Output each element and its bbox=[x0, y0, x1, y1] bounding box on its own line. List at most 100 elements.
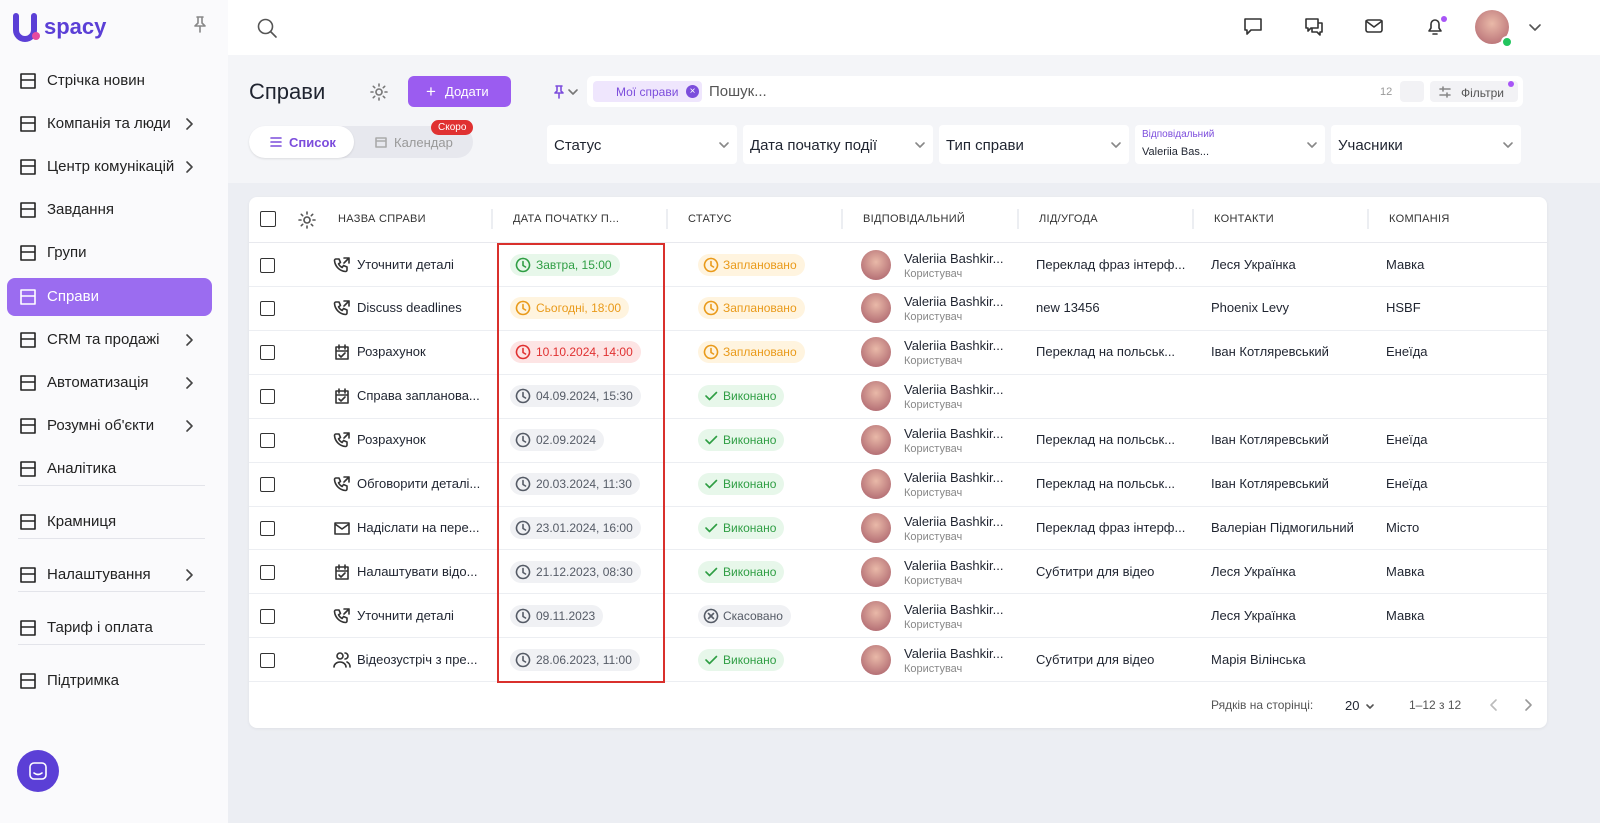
activity-name[interactable]: Налаштувати відо... bbox=[357, 563, 478, 579]
sidebar-item[interactable]: Стрічка новин bbox=[47, 72, 145, 89]
sidebar-item[interactable]: Завдання bbox=[47, 201, 114, 219]
responsible-name[interactable]: Valeriia Bashkir... bbox=[904, 601, 1004, 617]
responsible-name[interactable]: Valeriia Bashkir... bbox=[904, 645, 1004, 661]
responsible-name[interactable]: Valeriia Bashkir... bbox=[904, 470, 1004, 485]
sidebar-item[interactable]: Підтримка bbox=[47, 672, 120, 690]
deal[interactable]: Субтитри для відео bbox=[1036, 563, 1155, 579]
search-placeholder[interactable]: Пошук... bbox=[709, 83, 767, 100]
column-header[interactable]: КОМПАНІЯ bbox=[1389, 213, 1450, 225]
activity-name[interactable]: Розрахунок bbox=[357, 432, 426, 448]
filter-dropdown[interactable] bbox=[743, 125, 933, 164]
contact[interactable]: Phoenix Levy bbox=[1211, 300, 1290, 316]
company[interactable]: HSBF bbox=[1386, 300, 1421, 316]
column-header[interactable]: ДАТА ПОЧАТКУ П... bbox=[513, 213, 620, 225]
support-chat-button[interactable] bbox=[17, 750, 59, 792]
settings-icon[interactable] bbox=[370, 83, 388, 101]
tab-label[interactable]: Календар bbox=[394, 135, 453, 150]
next-page[interactable] bbox=[1520, 697, 1536, 713]
pin-icon[interactable] bbox=[192, 15, 208, 33]
company[interactable]: Мавка bbox=[1386, 256, 1425, 272]
header-checkbox[interactable] bbox=[260, 211, 276, 227]
company[interactable]: Мавка bbox=[1386, 563, 1425, 579]
sidebar-item[interactable]: Крамниця bbox=[47, 513, 117, 530]
company[interactable]: Енеїда bbox=[1386, 344, 1428, 360]
activity-name[interactable]: Відеозустріч з пре... bbox=[357, 651, 478, 667]
column-header[interactable]: КОНТАКТИ bbox=[1214, 213, 1274, 225]
tab-label[interactable]: Список bbox=[289, 135, 336, 150]
sidebar-item[interactable]: Аналітика bbox=[47, 459, 117, 477]
sidebar-item[interactable]: Автоматизація bbox=[47, 373, 149, 391]
contact[interactable]: Валеріан Підмогильний bbox=[1211, 519, 1354, 535]
rows-per-page-value[interactable]: 20 bbox=[1345, 698, 1360, 713]
sidebar-item[interactable]: Центр комунікацій bbox=[47, 158, 175, 176]
chat-icon[interactable] bbox=[1242, 15, 1264, 37]
activity-name[interactable]: Розрахунок bbox=[357, 344, 426, 360]
column-settings[interactable] bbox=[298, 211, 316, 229]
filter-dropdown[interactable] bbox=[1331, 125, 1521, 164]
sidebar-active[interactable] bbox=[7, 277, 212, 316]
row-checkbox[interactable] bbox=[260, 520, 275, 536]
profile-chevron[interactable] bbox=[1527, 20, 1543, 34]
activity-name[interactable]: Справа запланова... bbox=[357, 388, 480, 404]
responsible-name[interactable]: Valeriia Bashkir... bbox=[904, 557, 1004, 573]
column-header[interactable]: ВІДПОВІДАЛЬНИЙ bbox=[863, 213, 966, 225]
search-icon[interactable] bbox=[256, 17, 278, 39]
deal[interactable]: Переклад фраз інтерф... bbox=[1036, 519, 1186, 535]
column-header[interactable]: ЛІД/УГОДА bbox=[1039, 213, 1098, 225]
filter-dropdown[interactable] bbox=[1135, 125, 1325, 164]
company[interactable]: Мавка bbox=[1386, 607, 1425, 623]
search-chip-close[interactable]: × bbox=[686, 85, 699, 98]
sidebar-item[interactable]: Групи bbox=[47, 244, 87, 262]
row-checkbox[interactable] bbox=[260, 652, 275, 668]
responsible-name[interactable]: Valeriia Bashkir... bbox=[904, 513, 1004, 529]
responsible-name[interactable]: Valeriia Bashkir... bbox=[904, 294, 1004, 310]
deal[interactable]: Переклад на польськ... bbox=[1036, 476, 1176, 491]
filter-dropdown[interactable] bbox=[547, 125, 737, 164]
sidebar-item[interactable]: Справи bbox=[47, 287, 99, 305]
activity-name[interactable]: Надіслати на пере... bbox=[357, 519, 480, 535]
deal[interactable]: Субтитри для відео bbox=[1036, 651, 1155, 667]
add-button[interactable] bbox=[408, 76, 511, 107]
row-checkbox[interactable] bbox=[260, 564, 275, 580]
contact[interactable]: Іван Котляревський bbox=[1211, 432, 1329, 448]
deal[interactable]: Переклад на польськ... bbox=[1036, 344, 1176, 360]
sidebar-item[interactable]: Тариф і оплата bbox=[47, 619, 153, 637]
activity-name[interactable]: Уточнити деталі bbox=[357, 607, 454, 623]
responsible-name[interactable]: Valeriia Bashkir... bbox=[904, 250, 1004, 266]
row-checkbox[interactable] bbox=[260, 257, 275, 273]
sidebar-item[interactable]: Компанія та люди bbox=[47, 115, 171, 133]
responsible-name[interactable]: Valeriia Bashkir... bbox=[904, 426, 1004, 442]
bell-icon[interactable] bbox=[1424, 15, 1448, 37]
responsible-name[interactable]: Valeriia Bashkir... bbox=[904, 382, 1004, 398]
messages-icon[interactable] bbox=[1303, 15, 1325, 37]
company[interactable]: Енеїда bbox=[1386, 476, 1428, 491]
activity-name[interactable]: Обговорити деталі... bbox=[357, 476, 481, 491]
deal[interactable]: new 13456 bbox=[1036, 300, 1100, 316]
responsible-name[interactable]: Valeriia Bashkir... bbox=[904, 338, 1004, 354]
column-header[interactable]: НАЗВА СПРАВИ bbox=[338, 213, 426, 225]
filters-label[interactable]: Фільтри bbox=[1461, 86, 1504, 100]
pin-filter[interactable] bbox=[552, 84, 566, 100]
prev-page[interactable] bbox=[1486, 697, 1502, 713]
deal[interactable]: Переклад фраз інтерф... bbox=[1036, 256, 1186, 272]
sidebar-item[interactable]: Розумні об'єкти bbox=[47, 416, 155, 434]
contact[interactable]: Іван Котляревський bbox=[1211, 344, 1329, 360]
company[interactable]: Енеїда bbox=[1386, 432, 1428, 448]
contact[interactable]: Леся Українка bbox=[1211, 607, 1296, 623]
contact[interactable]: Леся Українка bbox=[1211, 256, 1296, 272]
contact[interactable]: Марія Вілінська bbox=[1211, 651, 1306, 667]
filters-button[interactable] bbox=[1430, 81, 1518, 102]
contact[interactable]: Іван Котляревський bbox=[1211, 476, 1329, 491]
activity-name[interactable]: Уточнити деталі bbox=[357, 256, 454, 272]
company[interactable]: Місто bbox=[1386, 519, 1420, 535]
contact[interactable]: Леся Українка bbox=[1211, 563, 1296, 579]
row-checkbox[interactable] bbox=[260, 345, 275, 361]
row-checkbox[interactable] bbox=[260, 301, 275, 317]
sidebar-item[interactable]: Налаштування bbox=[47, 566, 151, 584]
column-header[interactable]: СТАТУС bbox=[688, 213, 732, 225]
sidebar-item[interactable]: CRM та продажі bbox=[47, 330, 160, 348]
mail-icon[interactable] bbox=[1363, 15, 1385, 37]
activity-name[interactable]: Discuss deadlines bbox=[357, 300, 462, 316]
row-checkbox[interactable] bbox=[260, 608, 275, 624]
row-checkbox[interactable] bbox=[260, 477, 275, 492]
